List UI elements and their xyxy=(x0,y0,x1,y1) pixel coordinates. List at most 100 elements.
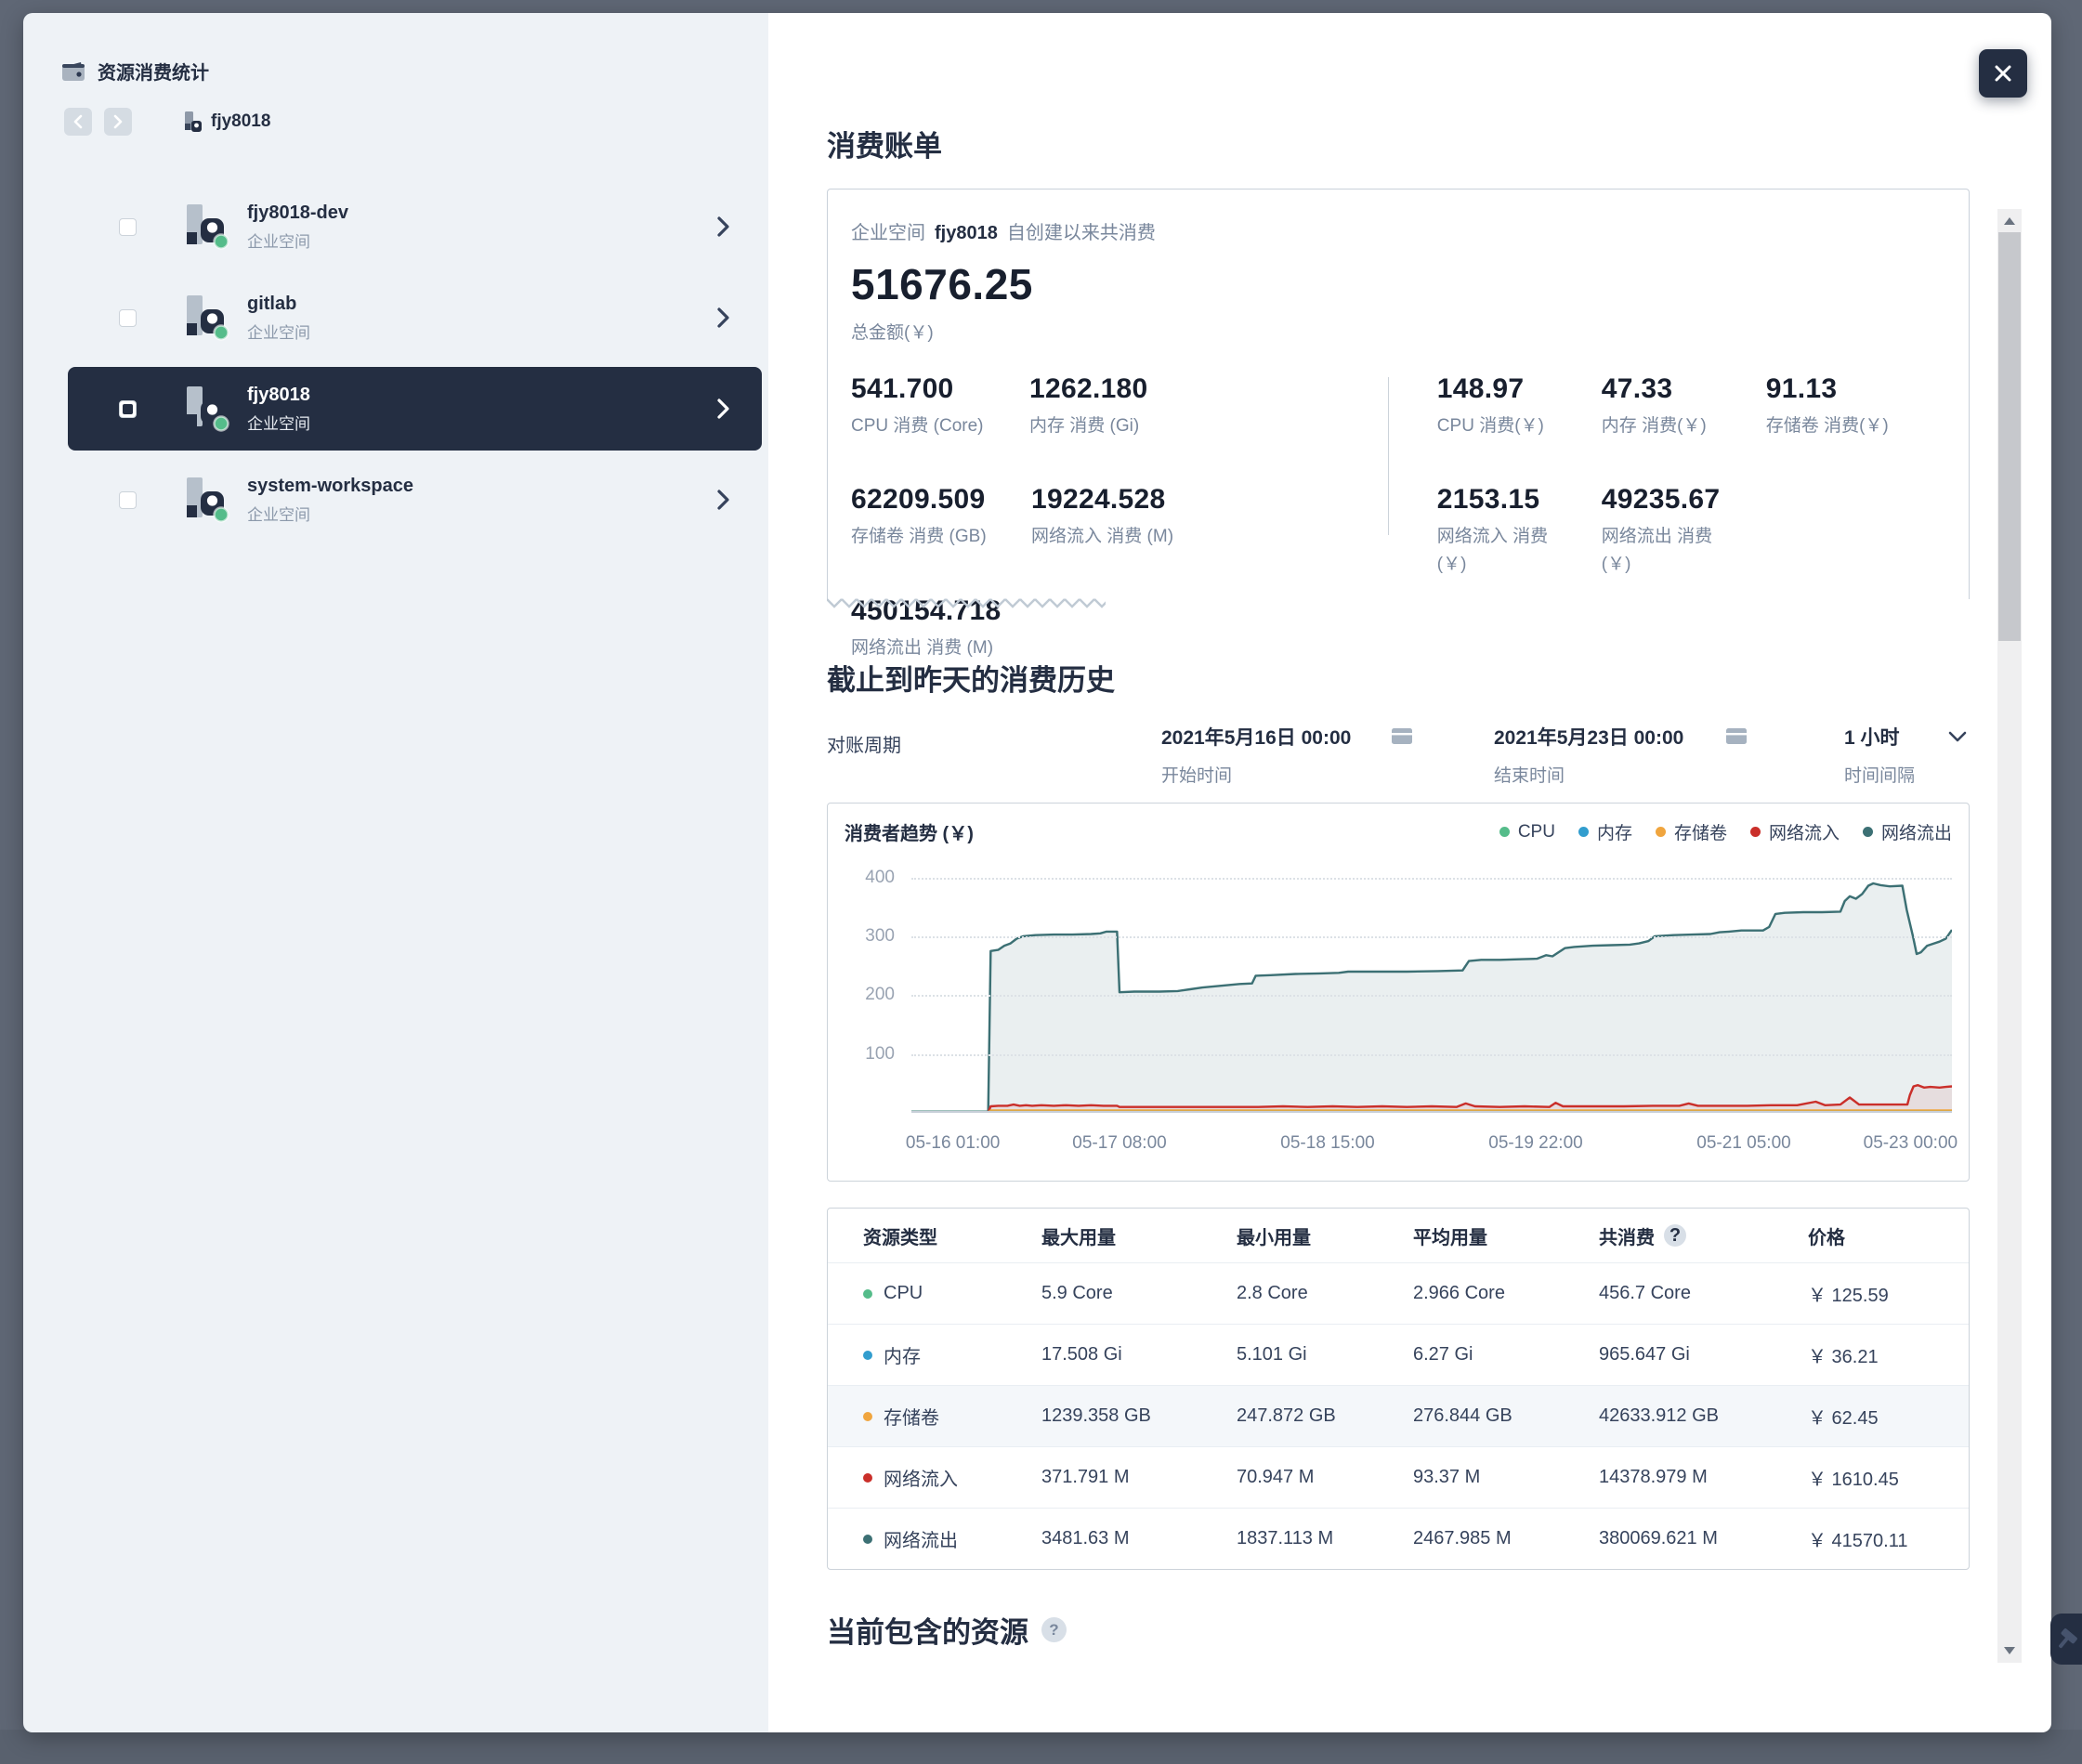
workspace-checkbox[interactable] xyxy=(119,308,137,327)
calendar-icon[interactable] xyxy=(1725,725,1748,747)
help-icon[interactable]: ? xyxy=(1041,1617,1067,1642)
workspace-type: 企业空间 xyxy=(247,323,310,342)
scrollbar[interactable] xyxy=(1997,209,2022,1663)
legend-label: 网络流入 xyxy=(1768,824,1840,843)
price: ￥ 41570.11 xyxy=(1808,1531,1908,1551)
gridline xyxy=(911,995,1952,998)
stat-value: 49235.67 xyxy=(1601,484,1721,516)
chevron-right-icon xyxy=(113,114,123,129)
chart-header: 消费者趋势 (￥) CPU 内存 存储卷 网络流入 网络流出 xyxy=(845,818,1952,845)
resources-title-text: 当前包含的资源 xyxy=(827,1616,1028,1649)
workspace-item-gitlab[interactable]: gitlab 企业空间 xyxy=(68,276,762,359)
table-header-3: 最小用量 xyxy=(1237,1227,1311,1248)
series-line-网络流出 xyxy=(911,882,1952,1113)
stat-value: 2153.15 xyxy=(1436,484,1540,516)
billing-workspace-name: fjy8018 xyxy=(935,223,998,243)
billing-stats: 541.700 CPU 消费 (Core) 1262.180 内存 消费 (Gi) 62… xyxy=(851,373,1945,661)
legend-item-内存[interactable]: 内存 xyxy=(1578,819,1632,844)
stat-value: 541.700 xyxy=(851,373,954,404)
resource-color-dot xyxy=(863,1411,872,1421)
table-header-row: 资源类型 最大用量 最小用量 平均用量 共消费? 价格 xyxy=(828,1209,1969,1262)
max-usage: 1239.358 GB xyxy=(1041,1405,1151,1426)
workspace-type: 企业空间 xyxy=(247,505,310,524)
stat-label: CPU 消费(￥) xyxy=(1436,416,1544,436)
toolbox-button[interactable] xyxy=(2050,1614,2082,1665)
interval-select[interactable]: 1 小时 时间间隔 xyxy=(1844,723,1967,787)
workspace-item-fjy8018-dev[interactable]: fjy8018-dev 企业空间 xyxy=(68,185,762,268)
workspace-item-fjy8018[interactable]: fjy8018 企业空间 xyxy=(68,367,762,451)
end-date-label: 结束时间 xyxy=(1494,766,1565,786)
billing-period-filter: 对账周期 2021年5月16日 00:00 开始时间 2021年5月23日 00… xyxy=(827,723,1970,803)
legend-label: CPU xyxy=(1517,821,1555,842)
stat-label: 网络流出 消费 (￥) xyxy=(1601,527,1713,574)
legend-label: 内存 xyxy=(1596,824,1632,843)
legend-item-网络流出[interactable]: 网络流出 xyxy=(1862,819,1952,844)
table-body: CPU 5.9 Core 2.8 Core 2.966 Core 456.7 Core ￥… xyxy=(828,1262,1969,1569)
panel-title: 资源消费统计 xyxy=(98,63,209,84)
resource-name: 存储卷 xyxy=(884,1408,939,1429)
stat-label: 存储卷 消费 (GB) xyxy=(851,527,987,547)
chevron-right-icon xyxy=(717,216,729,237)
billing-card: 企业空间 fjy8018 自创建以来共消费 51676.25 总金额(￥) 541.… xyxy=(827,189,1970,658)
next-page-button[interactable] xyxy=(104,108,132,136)
resource-color-dot xyxy=(863,1472,872,1483)
price: ￥ 62.45 xyxy=(1808,1408,1879,1429)
resource-color-dot xyxy=(863,1288,872,1299)
billing-title: 消费账单 xyxy=(827,130,942,163)
stat-value: 47.33 xyxy=(1601,373,1673,404)
table-header-4: 平均用量 xyxy=(1413,1227,1487,1248)
avg-usage: 93.37 M xyxy=(1413,1467,1481,1487)
workspace-item-system-workspace[interactable]: system-workspace 企业空间 xyxy=(68,458,762,542)
table-row-内存[interactable]: 内存 17.508 Gi 5.101 Gi 6.27 Gi 965.647 Gi ￥ 36… xyxy=(828,1324,1969,1385)
prev-page-button[interactable] xyxy=(64,108,92,136)
table-row-存储卷[interactable]: 存储卷 1239.358 GB 247.872 GB 276.844 GB 42633.… xyxy=(828,1385,1969,1446)
stat-item: 541.700 CPU 消费 (Core) xyxy=(851,373,1029,439)
start-date-label: 开始时间 xyxy=(1161,766,1233,786)
workspace-checkbox[interactable] xyxy=(119,399,137,418)
end-time-picker[interactable]: 2021年5月23日 00:00 结束时间 xyxy=(1494,723,1683,787)
resource-name: CPU xyxy=(884,1283,923,1303)
avg-usage: 6.27 Gi xyxy=(1413,1344,1473,1365)
workspace-type: 企业空间 xyxy=(247,232,310,251)
sidebar-pagination: fjy8018 xyxy=(64,108,270,136)
table-row-网络流入[interactable]: 网络流入 371.791 M 70.947 M 93.37 M 14378.979 M ￥… xyxy=(828,1446,1969,1508)
scrollbar-up-icon[interactable] xyxy=(1997,211,2022,231)
resource-name: 内存 xyxy=(884,1347,921,1367)
legend-item-存储卷[interactable]: 存储卷 xyxy=(1655,819,1727,844)
table-row-CPU[interactable]: CPU 5.9 Core 2.8 Core 2.966 Core 456.7 Core ￥… xyxy=(828,1262,1969,1324)
legend-label: 网络流出 xyxy=(1880,824,1952,843)
resource-table: 资源类型 最大用量 最小用量 平均用量 共消费? 价格 CPU 5.9 Core 2.8 Co… xyxy=(827,1208,1970,1570)
start-date-value[interactable]: 2021年5月16日 00:00 xyxy=(1161,727,1352,749)
total-consumption: 380069.621 M xyxy=(1599,1528,1718,1548)
help-icon[interactable]: ? xyxy=(1664,1224,1686,1247)
max-usage: 371.791 M xyxy=(1041,1467,1130,1487)
x-tick-label: 05-19 22:00 xyxy=(1488,1133,1583,1153)
scrollbar-thumb[interactable] xyxy=(1998,232,2021,641)
chevron-right-icon xyxy=(717,399,729,419)
start-time-picker[interactable]: 2021年5月16日 00:00 开始时间 xyxy=(1161,723,1351,787)
cluster-icon xyxy=(185,111,202,132)
scrollbar-down-icon[interactable] xyxy=(1997,1640,2022,1661)
close-button[interactable] xyxy=(1979,49,2027,98)
legend-item-CPU[interactable]: CPU xyxy=(1499,822,1555,843)
consumption-trend-chart: 消费者趋势 (￥) CPU 内存 存储卷 网络流入 网络流出 100 200 300 400 … xyxy=(827,803,1970,1182)
table-row-网络流出[interactable]: 网络流出 3481.63 M 1837.113 M 2467.985 M 380069.… xyxy=(828,1508,1969,1569)
series-area-网络流出 xyxy=(911,883,1952,1113)
calendar-icon[interactable] xyxy=(1391,725,1413,747)
chevron-right-icon xyxy=(717,307,729,328)
y-tick-label: 300 xyxy=(865,926,895,946)
resources-section-title: 当前包含的资源 ? xyxy=(827,1609,1970,1651)
table-header-6: 价格 xyxy=(1808,1227,1845,1248)
stat-value: 148.97 xyxy=(1436,373,1525,404)
resource-color-dot xyxy=(863,1350,872,1360)
workspace-checkbox[interactable] xyxy=(119,217,137,236)
stat-item: 1262.180 内存 消费 (Gi) xyxy=(1029,373,1208,439)
sidebar: 资源消费统计 fjy8018 fjy8018-dev 企业空间 xyxy=(23,13,768,1732)
gridline xyxy=(911,1053,1952,1056)
workspace-checkbox[interactable] xyxy=(119,490,137,509)
interval-value[interactable]: 1 小时 xyxy=(1844,727,1900,749)
end-date-value[interactable]: 2021年5月23日 00:00 xyxy=(1494,727,1684,749)
close-icon xyxy=(1995,65,2011,82)
stat-value: 19224.528 xyxy=(1031,484,1166,516)
legend-item-网络流入[interactable]: 网络流入 xyxy=(1749,819,1840,844)
